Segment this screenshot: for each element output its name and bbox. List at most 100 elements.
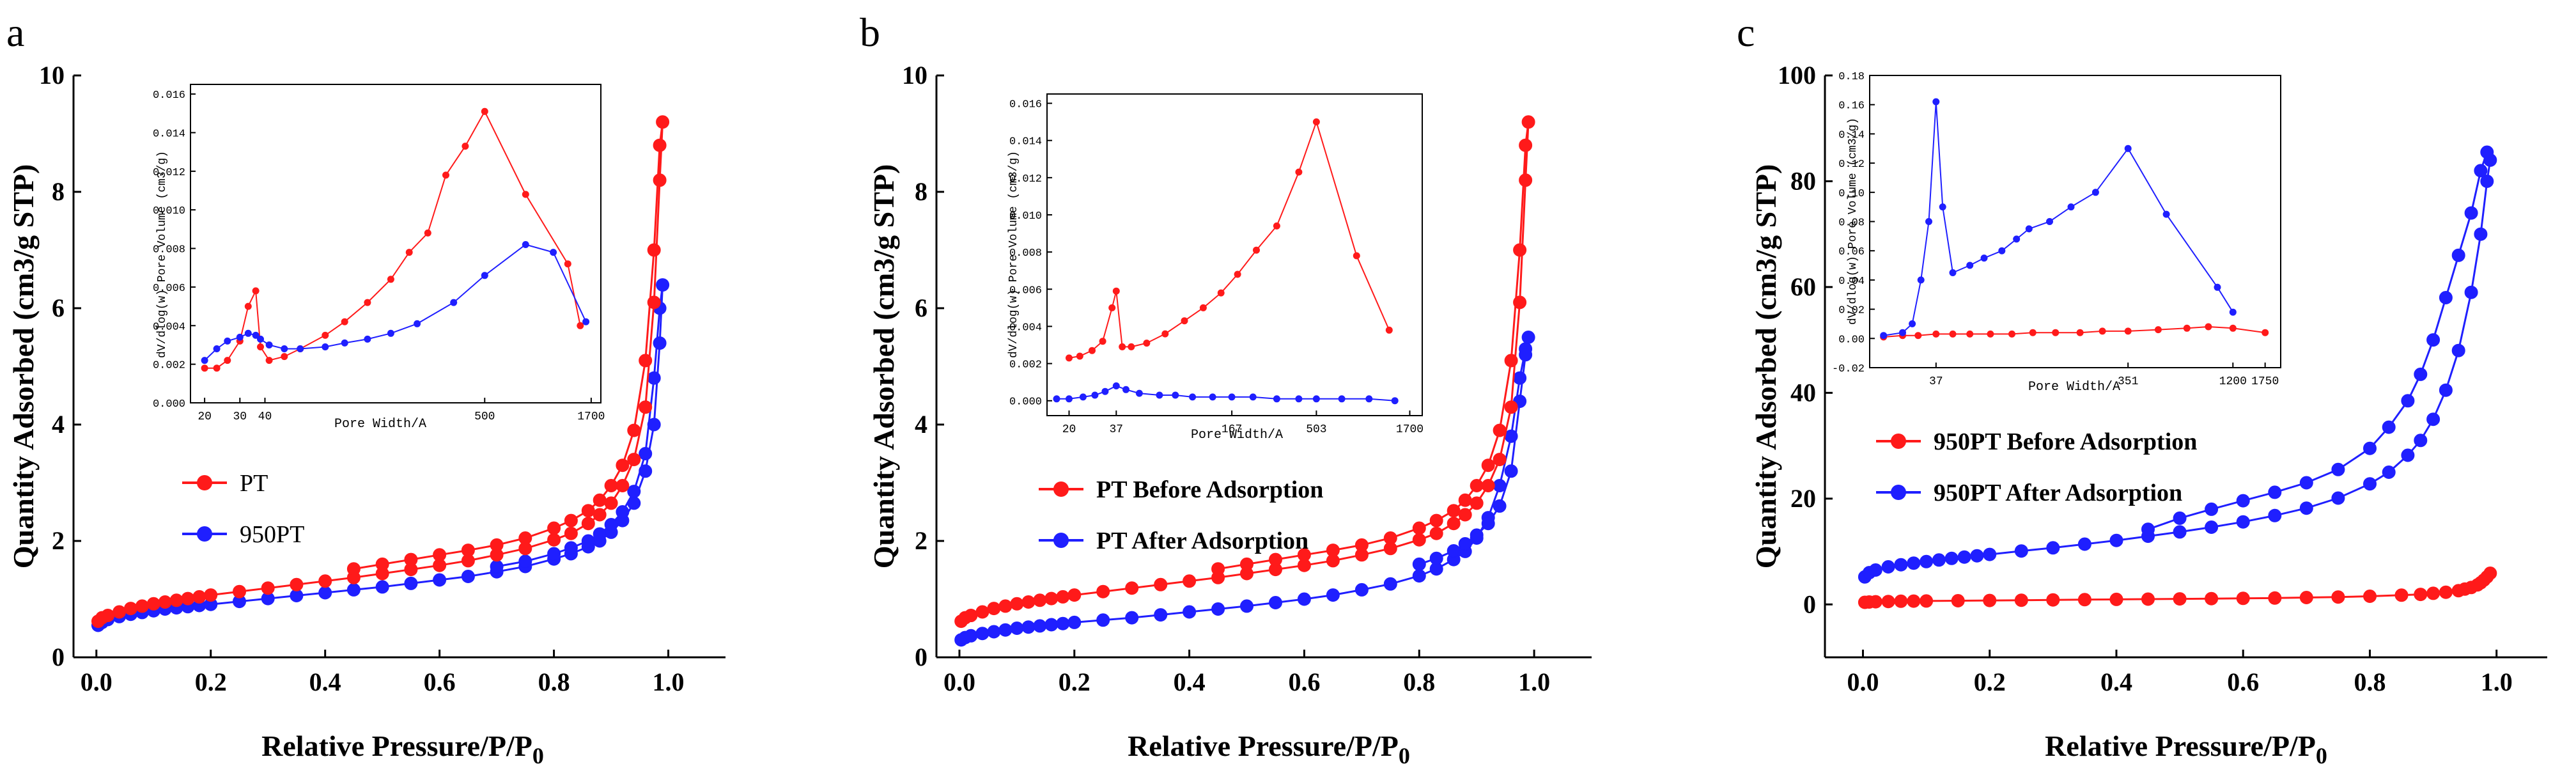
- series-red-point: [2268, 591, 2282, 605]
- series-blue-point: [1470, 528, 1484, 542]
- inset-series-blue-point: [1228, 393, 1236, 401]
- series-red-point: [547, 533, 561, 547]
- inset-series-blue-point: [1101, 387, 1109, 395]
- series-red-point: [1354, 538, 1369, 552]
- series-red-point: [169, 593, 183, 607]
- series-blue-point: [1894, 558, 1908, 572]
- inset-x-tick-label: 351: [2118, 375, 2138, 388]
- y-tick-label: 8: [52, 177, 65, 206]
- inset-y-tick-label: 0.06: [1838, 246, 1865, 258]
- x-tick-label: 0.6: [424, 668, 456, 696]
- inset-series-red-point: [1099, 338, 1106, 345]
- inset-series-red-point: [405, 249, 413, 256]
- series-red-point: [2331, 590, 2345, 604]
- series-blue-point: [639, 464, 653, 478]
- series-red-point: [1481, 458, 1495, 473]
- inset-series-blue-point: [1079, 393, 1087, 401]
- series-red-point: [1447, 504, 1461, 518]
- series-blue-point: [1868, 563, 1882, 577]
- series-blue-point: [639, 447, 653, 460]
- y-tick-label: 0: [52, 643, 65, 671]
- series-red-point: [1429, 526, 1443, 540]
- inset-series-red-point: [1932, 330, 1940, 338]
- x-axis-title-main: Relative Pressure/P/P: [261, 730, 532, 762]
- panel-label: c: [1737, 10, 1755, 55]
- series-red-point: [290, 577, 304, 591]
- inset-series-blue-point: [1312, 395, 1320, 403]
- inset-series-red-point: [1295, 168, 1303, 176]
- series-blue-point: [2046, 541, 2060, 555]
- x-tick-label: 0.8: [1403, 668, 1435, 696]
- series-blue-point: [1021, 620, 1036, 634]
- series-blue-point: [2077, 537, 2091, 551]
- series-red-point: [1096, 584, 1110, 598]
- series-blue-point: [490, 559, 504, 574]
- series-blue-point: [2426, 333, 2440, 347]
- series-blue-point: [433, 573, 447, 587]
- series-red-point: [639, 354, 653, 368]
- series-red-point: [181, 591, 195, 606]
- inset-x-tick-label: 167: [1222, 423, 1242, 436]
- series-red-point: [1010, 597, 1024, 611]
- inset-x-tick-label: 1700: [577, 411, 605, 423]
- inset-chart: 0.000 0.002 0.004 0.006 0.008 0.010 0.012 0.014…: [153, 84, 605, 432]
- inset-series-blue-point: [1135, 389, 1143, 397]
- series-red-point: [1881, 595, 1895, 609]
- series-blue-point: [2268, 508, 2282, 522]
- series-red-point: [647, 295, 661, 309]
- legend-label: 950PT Before Adsorption: [1934, 428, 2197, 455]
- x-tick-label: 1.0: [1518, 668, 1550, 696]
- inset-y-tick-label: 0.000: [153, 398, 185, 411]
- panel-a: a 0 2 4 6 8 10 0.0 0.2 0.4 0.6 0.8 1.0 Relative Press…: [6, 10, 725, 769]
- inset-y-tick-label: 0.002: [153, 360, 185, 372]
- inset-y-tick-label: 0.14: [1838, 129, 1865, 141]
- series-red-point: [2205, 591, 2219, 606]
- series-red-point: [1519, 138, 1533, 152]
- y-tick-label: 0: [915, 643, 927, 671]
- y-tick-label: 4: [915, 410, 927, 439]
- x-tick-label: 0.2: [195, 668, 227, 696]
- series-blue-point: [1932, 553, 1946, 567]
- series-red-point: [113, 605, 127, 619]
- series-red-point: [604, 496, 618, 510]
- inset-series-red-point: [265, 357, 273, 364]
- series-red-point: [2173, 592, 2187, 606]
- series-red-point: [490, 538, 504, 552]
- series-red-point: [656, 115, 670, 129]
- series-red-point: [2439, 585, 2453, 599]
- inset-series-blue-point: [1917, 276, 1925, 284]
- panel-c: c 0 20 40 60 80 100 0.0 0.2 0.4 0.6 0.8 1.0 Relative …: [1737, 10, 2547, 769]
- series-red-point: [564, 513, 578, 528]
- x-tick-label: 1.0: [653, 668, 685, 696]
- series-red-point: [1240, 557, 1253, 571]
- series-blue-point: [564, 541, 578, 555]
- inset-series-red-point: [1143, 340, 1151, 347]
- series-red-point: [1297, 548, 1311, 562]
- series-red-point: [124, 602, 137, 616]
- series-blue-point: [2173, 525, 2187, 539]
- inset-series-red-point: [2154, 326, 2162, 334]
- series-blue-point: [2474, 164, 2488, 178]
- inset-series-blue-point: [1172, 391, 1179, 399]
- series-blue-point: [1412, 569, 1426, 583]
- series-blue-point: [2141, 522, 2155, 536]
- series-red-point: [2077, 593, 2091, 607]
- inset-series-blue-point: [2025, 225, 2033, 233]
- series-blue-point: [1447, 544, 1461, 558]
- inset-x-tick-label: 503: [1306, 423, 1326, 436]
- series-blue-point: [2205, 520, 2219, 534]
- inset-y-tick-label: 0.016: [153, 90, 185, 102]
- series-blue-point: [2464, 285, 2478, 299]
- y-axis-title: Quantity Adsorbed (cm3/g STP): [867, 164, 900, 569]
- legend-label: PT: [240, 470, 268, 497]
- y-tick-label: 80: [1790, 166, 1816, 195]
- series-red-point: [204, 588, 218, 602]
- series-red-point: [2046, 593, 2060, 607]
- series-blue-point: [346, 583, 361, 597]
- x-tick-label: 0.0: [81, 668, 113, 696]
- inset-y-axis-title: dV/dlog(w) Pore Volume (cm3/g): [1847, 118, 1859, 325]
- series-blue-point: [1067, 615, 1082, 629]
- series-blue-point: [1412, 557, 1426, 571]
- series-blue-point: [656, 278, 670, 292]
- inset-y-tick-label: 0.004: [1009, 322, 1042, 334]
